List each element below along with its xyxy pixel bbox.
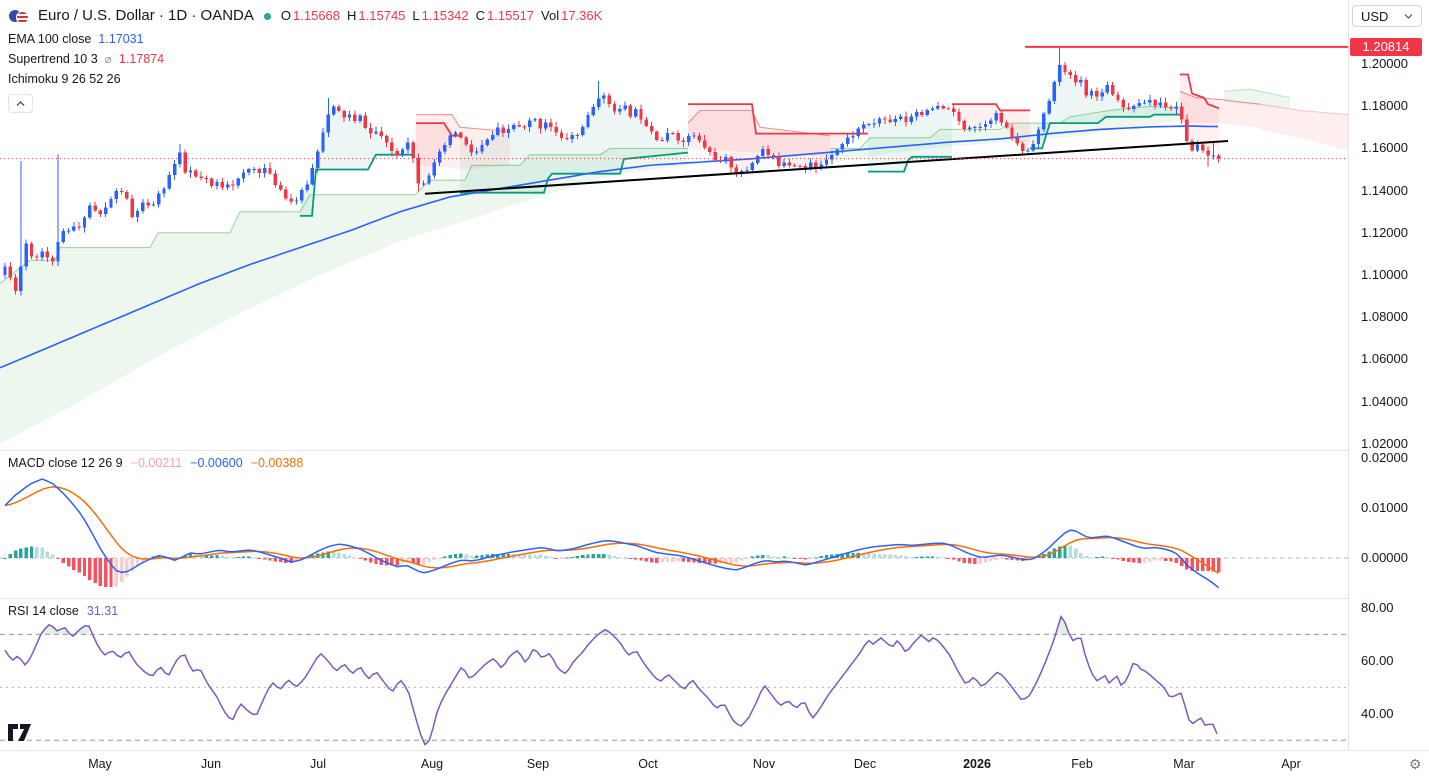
time-axis-label: Sep xyxy=(526,757,550,771)
open-value: 1.15668 xyxy=(293,8,341,23)
time-axis-label: May xyxy=(88,757,112,771)
time-axis-label: Jul xyxy=(310,757,326,771)
close-label: C xyxy=(475,8,486,23)
eurusd-pair-icon xyxy=(8,8,32,25)
macd-legend[interactable]: MACD close 12 26 9 −0.00211 −0.00600 −0.… xyxy=(8,456,303,470)
macd-line-value: −0.00600 xyxy=(190,456,243,470)
macd-title: MACD close 12 26 9 xyxy=(8,456,123,470)
symbol-title[interactable]: Euro / U.S. Dollar · 1D · OANDA xyxy=(38,7,254,24)
price-axis[interactable]: 1.20000 1.18000 1.16000 1.14000 1.12000 1.100… xyxy=(1349,0,1429,750)
ema-label: EMA 100 close xyxy=(8,32,92,46)
ema-value: 1.17031 xyxy=(98,32,144,46)
us-flag-icon xyxy=(16,10,29,24)
time-axis-label: 2026 xyxy=(963,757,991,771)
time-axis-divider xyxy=(0,750,1429,751)
volume-value: 17.36K xyxy=(561,8,603,23)
time-axis-label: Oct xyxy=(638,757,658,771)
axis-tick-label: 1.14000 xyxy=(1361,182,1408,198)
axis-tick-label: 1.20000 xyxy=(1361,56,1408,71)
chart-legend: Euro / U.S. Dollar · 1D · OANDA O 1.15668… xyxy=(8,6,602,113)
axis-tick-label: 1.08000 xyxy=(1361,309,1408,325)
chevron-up-icon xyxy=(16,100,25,106)
time-axis[interactable]: May Jun Jul Aug Sep Oct Nov Dec 2026 Feb Mar Apr xyxy=(0,751,1429,778)
high-label: H xyxy=(347,8,357,23)
legend-ema[interactable]: EMA 100 close 1.17031 xyxy=(8,32,602,46)
legend-ichimoku[interactable]: Ichimoku 9 26 52 26 xyxy=(8,72,602,86)
time-axis-label: Apr xyxy=(1281,757,1301,771)
axis-tick-label: 1.10000 xyxy=(1361,267,1408,282)
macd-hist-value: −0.00211 xyxy=(130,456,183,470)
axis-tick-label: 0.00000 xyxy=(1361,550,1408,565)
open-label: O xyxy=(280,8,292,23)
time-axis-label: Dec xyxy=(853,757,877,771)
price-macd-divider[interactable] xyxy=(0,450,1348,451)
axis-tick-label: 60.00 xyxy=(1361,652,1394,668)
axis-tick-label: 1.02000 xyxy=(1361,435,1408,451)
currency-dropdown[interactable]: USD xyxy=(1352,5,1422,27)
axis-tick-label: 0.01000 xyxy=(1361,500,1408,515)
rsi-value: 31.31 xyxy=(86,604,119,618)
axis-tick-label: 1.12000 xyxy=(1361,224,1408,240)
axis-tick-label: 1.18000 xyxy=(1361,98,1408,114)
low-label: L xyxy=(412,8,420,23)
axis-tick-label: 40.00 xyxy=(1361,705,1394,721)
time-axis-label: Nov xyxy=(752,757,776,771)
chevron-down-icon xyxy=(1404,14,1413,19)
time-axis-label: Jun xyxy=(200,757,222,771)
legend-supertrend[interactable]: Supertrend 10 3 ⌀ 1.17874 xyxy=(8,52,602,66)
time-axis-label: Feb xyxy=(1071,757,1093,771)
settings-gear-icon[interactable]: ⚙ xyxy=(1409,756,1422,772)
symbol-row[interactable]: Euro / U.S. Dollar · 1D · OANDA O 1.15668… xyxy=(8,6,602,26)
disabled-icon: ⌀ xyxy=(104,52,112,66)
high-value: 1.15745 xyxy=(358,8,406,23)
macd-rsi-divider[interactable] xyxy=(0,598,1348,599)
resistance-price-label: 1.20814 xyxy=(1350,37,1422,56)
currency-value: USD xyxy=(1361,8,1389,24)
time-axis-label: Mar xyxy=(1173,757,1195,771)
rsi-legend[interactable]: RSI 14 close 31.31 xyxy=(8,604,118,618)
rsi-title: RSI 14 close xyxy=(8,604,79,618)
supertrend-value: 1.17874 xyxy=(118,52,165,66)
tradingview-logo[interactable] xyxy=(8,724,34,744)
time-axis-label: Aug xyxy=(420,757,444,771)
supertrend-label: Supertrend 10 3 xyxy=(8,52,98,66)
axis-tick-label: 80.00 xyxy=(1361,599,1394,615)
chart-canvas[interactable] xyxy=(0,0,1348,750)
legend-collapse-button[interactable] xyxy=(8,94,33,113)
price-axis-divider xyxy=(1348,0,1349,750)
axis-tick-label: 1.04000 xyxy=(1361,393,1408,409)
market-status-dot[interactable] xyxy=(263,12,271,20)
close-value: 1.15517 xyxy=(487,8,535,23)
axis-tick-label: 1.06000 xyxy=(1361,351,1408,367)
low-value: 1.15342 xyxy=(421,8,469,23)
volume-label: Vol xyxy=(541,8,560,23)
ichimoku-label: Ichimoku 9 26 52 26 xyxy=(8,72,121,86)
macd-signal-value: −0.00388 xyxy=(250,456,304,470)
ohlc-values: O 1.15668 H 1.15745 L 1.15342 C 1.15517 Vol 1… xyxy=(281,6,602,26)
axis-tick-label: 1.16000 xyxy=(1361,140,1408,156)
axis-tick-label: 0.02000 xyxy=(1361,450,1408,465)
